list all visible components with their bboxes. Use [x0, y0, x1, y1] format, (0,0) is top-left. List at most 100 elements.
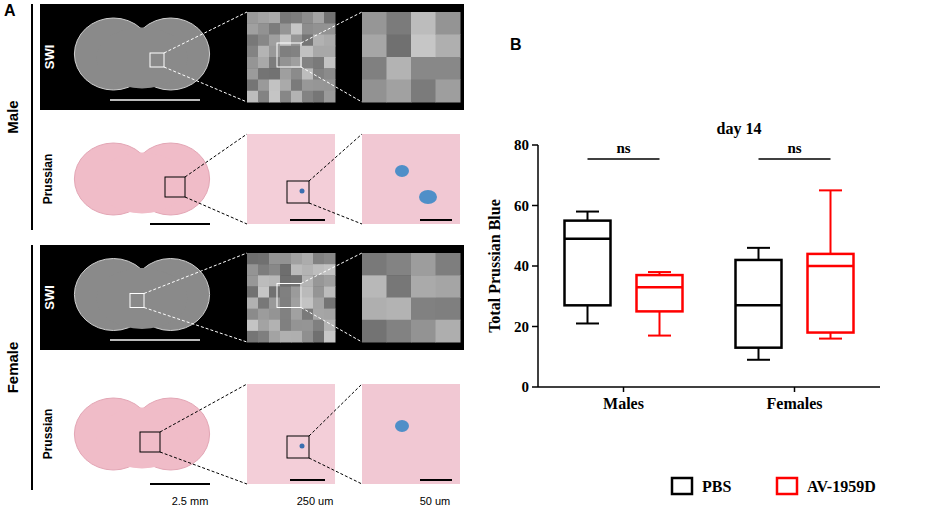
swi-pixel	[269, 80, 281, 92]
legend-swatch	[777, 478, 797, 494]
whisker-cap-max	[648, 271, 671, 273]
swi-pixel	[362, 35, 387, 58]
swi-pixel	[324, 286, 336, 298]
significance-bar	[588, 158, 660, 160]
swi-pixel	[258, 275, 270, 287]
scale-bar	[420, 219, 452, 221]
swi-pixel	[247, 331, 259, 343]
swi-pixel	[269, 12, 281, 24]
histology-zoom	[247, 134, 335, 224]
swi-pixel	[411, 253, 436, 276]
scale-bar-label: 50 um	[420, 495, 451, 507]
y-tick-label: 60	[514, 198, 529, 214]
y-tick	[532, 386, 538, 388]
swi-pixel	[436, 80, 461, 103]
box	[637, 275, 683, 311]
swi-pixel	[313, 80, 325, 92]
swi-pixel	[258, 68, 270, 80]
x-tick-label: Females	[767, 395, 823, 412]
swi-pixel	[411, 298, 436, 321]
zoom-box	[287, 436, 309, 458]
swi-pixel	[258, 286, 270, 298]
zoom-box	[130, 294, 144, 308]
swi-pixel	[258, 320, 270, 332]
scale-bar	[420, 479, 452, 481]
zoom-line	[301, 308, 362, 343]
swi-pixel	[258, 264, 270, 276]
swi-pixel	[411, 320, 436, 343]
swi-pixel	[258, 309, 270, 321]
swi-pixel	[302, 309, 314, 321]
figure-root: AMaleSWIPrussianFemaleSWIPrussian2.5 mm2…	[0, 0, 945, 512]
swi-pixel	[280, 286, 292, 298]
zoom-box	[150, 53, 164, 67]
swi-pixel	[387, 298, 412, 321]
lower-whisker	[659, 311, 661, 335]
swi-pixel	[302, 68, 314, 80]
iron-deposit	[300, 444, 305, 449]
swi-pixel	[324, 12, 336, 24]
swi-pixel	[387, 253, 412, 276]
swi-pixel	[247, 253, 259, 265]
swi-pixel	[324, 91, 336, 103]
lower-whisker	[758, 348, 760, 360]
swi-pixel	[362, 57, 387, 80]
swi-pixel	[280, 275, 292, 287]
swi-pixel	[387, 35, 412, 58]
zoom-line	[160, 452, 247, 484]
swi-pixel	[302, 35, 314, 47]
y-tick-label: 20	[514, 319, 529, 335]
swi-pixel	[291, 264, 303, 276]
swi-pixel	[436, 298, 461, 321]
scale-bar	[290, 219, 325, 221]
zoom-line	[164, 67, 247, 102]
y-tick-label: 80	[514, 137, 529, 153]
box	[736, 260, 782, 348]
swi-pixel	[411, 35, 436, 58]
swi-pixel	[362, 275, 387, 298]
swi-pixel	[302, 298, 314, 310]
zoom-line	[185, 197, 247, 224]
swi-pixel	[324, 253, 336, 265]
swi-pixel	[269, 331, 281, 343]
swi-pixel	[258, 331, 270, 343]
swi-pixel	[324, 68, 336, 80]
swi-pixel	[247, 264, 259, 276]
swi-pixel	[302, 331, 314, 343]
whisker-cap-max	[819, 189, 842, 191]
swi-pixel	[247, 275, 259, 287]
significance-label: ns	[787, 140, 801, 156]
swi-pixel	[291, 80, 303, 92]
swi-background	[40, 245, 464, 350]
swi-pixel	[362, 80, 387, 103]
swi-pixel	[436, 253, 461, 276]
swi-pixel	[269, 68, 281, 80]
swi-pixel	[313, 264, 325, 276]
row-label: SWI	[42, 45, 57, 70]
whisker-cap-min	[819, 338, 842, 340]
swi-pixel	[269, 309, 281, 321]
swi-pixel	[387, 80, 412, 103]
row-label: SWI	[42, 285, 57, 310]
swi-pixel	[258, 23, 270, 35]
swi-pixel	[324, 57, 336, 69]
swi-pixel	[411, 12, 436, 35]
histology-zoom	[362, 384, 460, 484]
scale-bar-label: 250 um	[297, 495, 334, 507]
swi-pixel	[436, 57, 461, 80]
zoom-line	[160, 384, 247, 432]
x-tick-label: Males	[603, 395, 644, 412]
zoom-line	[164, 12, 247, 53]
zoom-box	[165, 177, 185, 197]
swi-pixel	[302, 253, 314, 265]
whisker-cap-max	[576, 211, 599, 213]
swi-pixel	[302, 286, 314, 298]
swi-pixel	[280, 68, 292, 80]
box	[565, 221, 611, 306]
plot-marks	[565, 190, 854, 359]
swi-pixel	[324, 35, 336, 47]
swi-pixel	[280, 35, 292, 47]
swi-pixel	[247, 309, 259, 321]
swi-pixel	[313, 57, 325, 69]
group-label: Male	[4, 100, 21, 133]
